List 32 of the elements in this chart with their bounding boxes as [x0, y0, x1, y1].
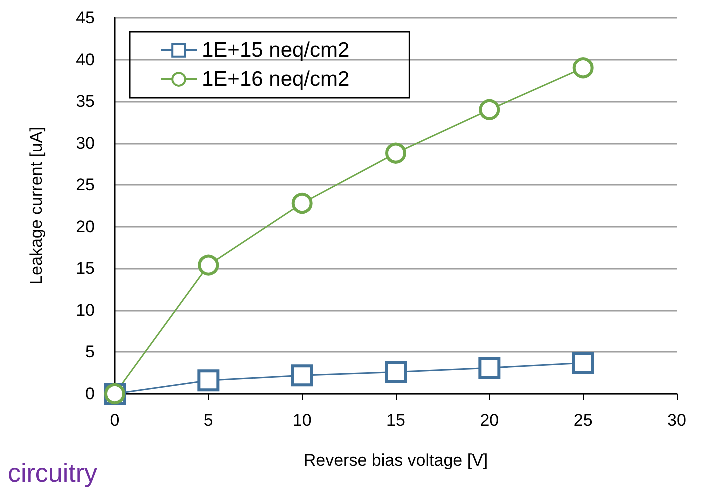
- y-tick-label: 40: [76, 50, 95, 70]
- y-tick-label: 10: [76, 300, 95, 320]
- x-tick-label: 10: [292, 411, 312, 430]
- point: [479, 99, 500, 120]
- point: [478, 357, 501, 380]
- x-tick-label: 5: [204, 411, 214, 430]
- y-tick-label: 15: [76, 259, 95, 278]
- x-tick-label: 30: [668, 411, 686, 430]
- x-tick-label: 20: [480, 411, 500, 430]
- legend-label: 1E+15 neq/cm2: [202, 39, 350, 62]
- y-axis-title: Leakage current [uA]: [27, 127, 46, 285]
- point: [292, 192, 313, 214]
- point: [198, 254, 220, 276]
- point: [386, 142, 406, 164]
- y-tick-label: 25: [76, 176, 95, 195]
- point: [385, 361, 407, 384]
- point: [572, 352, 594, 374]
- point: [291, 364, 314, 387]
- y-tick-label: 35: [76, 92, 95, 112]
- point: [198, 370, 220, 392]
- x-tick-label: 15: [386, 411, 406, 430]
- y-tick-label: 30: [76, 134, 95, 153]
- legend-label: 1E+16 neq/cm2: [202, 68, 350, 91]
- y-tick-label: 45: [76, 8, 95, 28]
- x-tick-label: 25: [574, 411, 593, 430]
- point: [572, 58, 594, 79]
- y-tick-label: 5: [86, 342, 95, 362]
- y-tick-label: 0: [86, 384, 95, 404]
- text: circuitry: [8, 458, 98, 488]
- y-tick-label: 20: [76, 217, 95, 236]
- x-axis-title: Reverse bias voltage [V]: [304, 451, 488, 470]
- x-tick-label: 0: [110, 411, 120, 430]
